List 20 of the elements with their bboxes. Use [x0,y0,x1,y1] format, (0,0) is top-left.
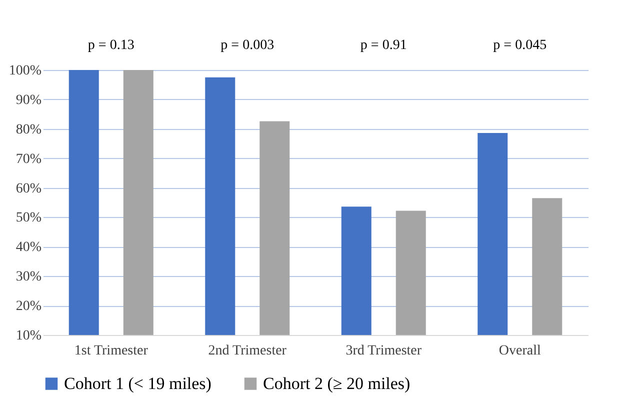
text: p = 0.003 [220,38,274,53]
x-tick-label: 3rd Trimester [346,344,422,358]
x-tick-label: Overall [498,344,541,358]
text: p = 0.91 [360,38,407,53]
y-tick-label: 100% [8,64,42,78]
y-tick-label: 90% [16,92,42,108]
y-tick-label: 20% [16,299,42,314]
y-tick-label: 40% [16,240,42,256]
text: p = 0.13 [88,38,134,53]
legend-label: Cohort 2 (≥ 20 miles) [263,374,410,393]
y-tick-label: 80% [16,122,42,138]
x-tick-label: 1st Trimester [74,344,148,358]
y-tick-label: 60% [16,181,42,196]
text: p = 0.045 [493,38,547,53]
legend-label: Cohort 1 (< 19 miles) [64,374,212,393]
y-tick-label: 70% [16,152,42,167]
y-tick-label: 50% [16,210,42,226]
x-tick-label: 2nd Trimester [208,344,287,358]
y-tick-label: 30% [16,270,42,285]
y-tick-label: 10% [16,328,42,344]
